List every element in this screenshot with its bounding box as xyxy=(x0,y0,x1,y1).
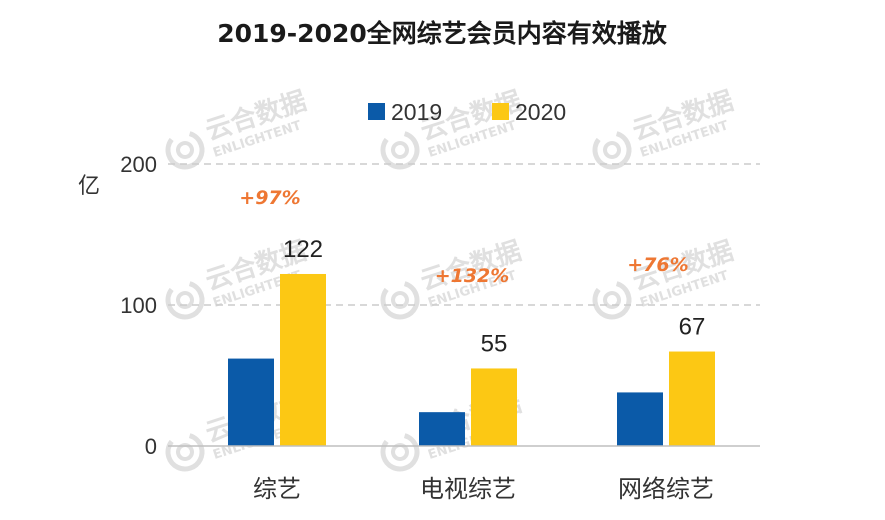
bar-2019 xyxy=(617,392,663,446)
data-label: 67 xyxy=(679,314,706,341)
bar-2019 xyxy=(419,412,465,446)
bar-2019 xyxy=(228,358,274,446)
growth-label: +76% xyxy=(627,254,688,276)
legend-label-2020: 2020 xyxy=(515,99,566,125)
legend-swatch-2020 xyxy=(492,103,509,120)
category-label: 电视综艺 xyxy=(420,475,516,503)
category-label: 网络综艺 xyxy=(618,475,714,503)
growth-label: +97% xyxy=(239,187,300,209)
data-label: 122 xyxy=(283,236,323,263)
y-tick-label: 100 xyxy=(120,293,157,318)
chart-title: 2019-2020全网综艺会员内容有效播放 xyxy=(217,19,668,48)
legend-swatch-2019 xyxy=(368,103,385,120)
category-label: 综艺 xyxy=(253,475,301,503)
bar-2020 xyxy=(280,273,326,446)
bar-2020 xyxy=(471,368,517,446)
growth-label: +132% xyxy=(435,265,510,287)
y-axis-label: 亿 xyxy=(78,174,100,199)
data-label: 55 xyxy=(481,330,508,357)
legend: 2019 2020 xyxy=(368,99,566,125)
legend-label-2019: 2019 xyxy=(391,99,442,125)
y-tick-label: 200 xyxy=(120,152,157,177)
y-tick-label: 0 xyxy=(145,434,157,459)
bar-2020 xyxy=(669,351,715,446)
bars xyxy=(228,273,715,446)
